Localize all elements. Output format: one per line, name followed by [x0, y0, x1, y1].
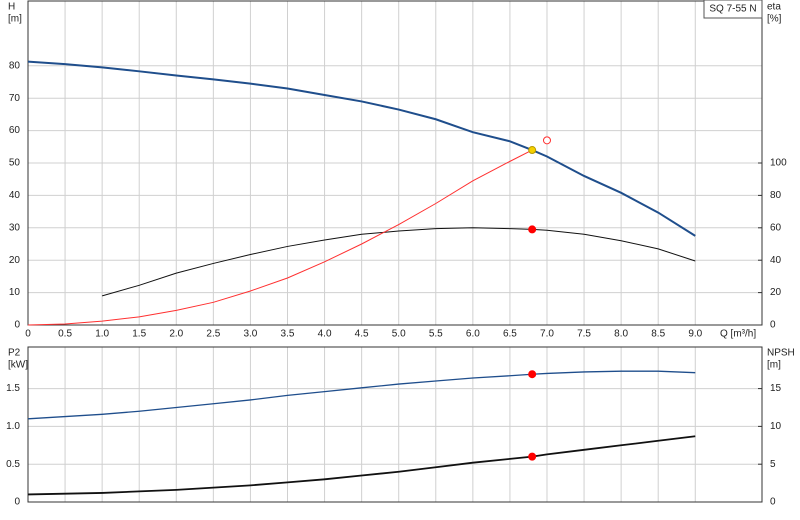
plot-frame	[27, 346, 763, 503]
operating-point	[528, 370, 537, 379]
x-tick-label: 6.0	[466, 329, 480, 340]
title-box	[703, 0, 763, 19]
operating-point	[528, 452, 537, 461]
x-tick-label: 2.0	[169, 329, 183, 340]
y2-tick-label: 80	[770, 190, 782, 201]
x-axis-label: Q [m³/h]	[720, 329, 756, 340]
x-tick-label: 1.0	[95, 329, 109, 340]
y-tick-label: 10	[9, 287, 21, 298]
x-tick-label: 1.5	[132, 329, 146, 340]
x-tick-label: 2.5	[206, 329, 220, 340]
y2-tick-label: 60	[770, 222, 782, 233]
x-tick-label: 8.0	[614, 329, 628, 340]
y2-axis-label: NPSH	[767, 348, 795, 359]
chart-title: SQ 7-55 N	[709, 4, 756, 15]
series-line	[27, 149, 533, 326]
y2-axis-unit: [m]	[767, 360, 781, 371]
operating-point	[528, 225, 537, 234]
x-tick-label: 9.0	[688, 329, 702, 340]
y2-axis-label: eta	[767, 2, 781, 13]
x-tick-label: 3.0	[243, 329, 257, 340]
x-tick-label: 4.0	[318, 329, 332, 340]
operating-point	[528, 146, 537, 155]
x-tick-label: 8.5	[651, 329, 665, 340]
y-tick-label: 60	[9, 125, 21, 136]
series-line	[27, 435, 696, 496]
y2-tick-label: 40	[770, 255, 782, 266]
x-tick-label: 7.0	[540, 329, 554, 340]
x-tick-label: 4.5	[355, 329, 369, 340]
x-tick-label: 5.0	[392, 329, 406, 340]
series-line	[102, 227, 696, 297]
y2-tick-label: 0	[770, 320, 776, 331]
y-axis-label: H	[8, 2, 15, 13]
series-line	[27, 370, 696, 420]
x-tick-label: 0	[25, 329, 31, 340]
y-tick-label: 0	[14, 320, 20, 331]
y2-tick-label: 0	[770, 497, 776, 508]
plot-frame	[27, 0, 763, 326]
y2-tick-label: 5	[770, 459, 776, 470]
y-tick-label: 40	[9, 190, 21, 201]
y-tick-label: 50	[9, 158, 21, 169]
y-tick-label: 1.0	[6, 421, 20, 432]
y-tick-label: 80	[9, 60, 21, 71]
y-axis-label: P2	[8, 348, 21, 359]
x-tick-label: 3.5	[281, 329, 295, 340]
x-tick-label: 6.5	[503, 329, 517, 340]
plot-area	[28, 347, 762, 502]
y2-axis-unit: [%]	[767, 14, 782, 25]
y-tick-label: 30	[9, 222, 21, 233]
series-line	[27, 60, 696, 237]
y-tick-label: 70	[9, 93, 21, 104]
y2-tick-label: 20	[770, 287, 782, 298]
y-tick-label: 20	[9, 255, 21, 266]
x-tick-label: 0.5	[58, 329, 72, 340]
y-tick-label: 0.5	[6, 459, 20, 470]
operating-point	[542, 136, 551, 145]
y-tick-label: 0	[14, 497, 20, 508]
y2-tick-label: 10	[770, 421, 782, 432]
x-tick-label: 7.5	[577, 329, 591, 340]
y-axis-unit: [kW]	[8, 360, 28, 371]
y-tick-label: 1.5	[6, 383, 20, 394]
x-tick-label: 5.5	[429, 329, 443, 340]
y2-tick-label: 15	[770, 383, 782, 394]
y-axis-unit: [m]	[8, 14, 22, 25]
y2-tick-label: 100	[770, 158, 787, 169]
